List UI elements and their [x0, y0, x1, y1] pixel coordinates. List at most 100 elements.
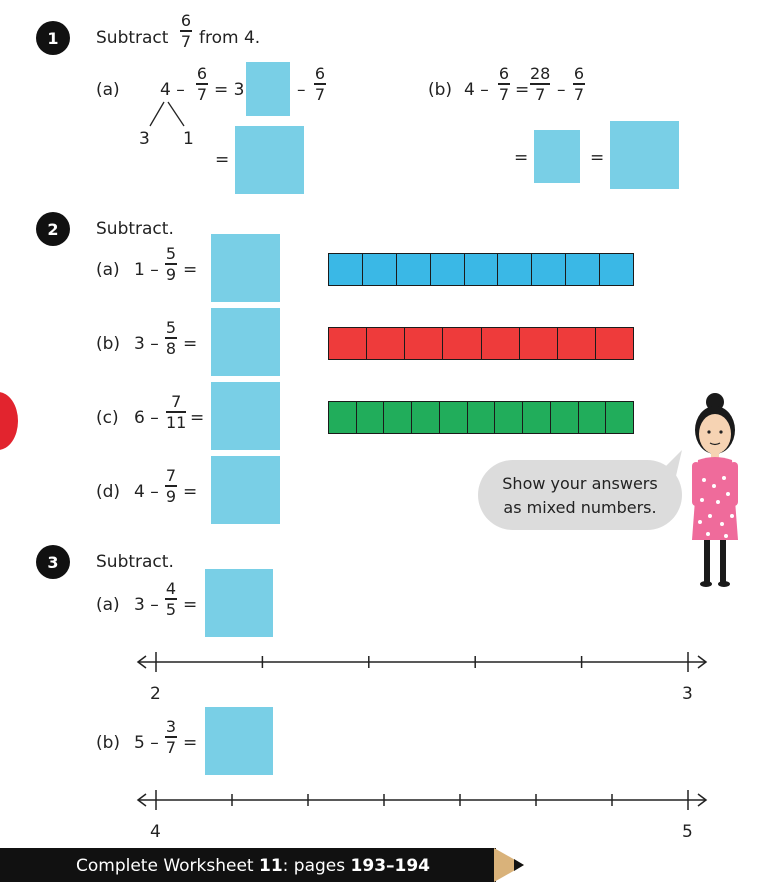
strip-cell — [363, 254, 397, 285]
numerator: 6 — [498, 64, 510, 83]
q3b-label: (b) — [96, 733, 121, 753]
strip-cell — [405, 328, 444, 359]
q1a-answer-box-1[interactable] — [246, 62, 290, 116]
strip-cell — [329, 328, 368, 359]
numerator: 3 — [165, 717, 177, 736]
q3-prompt: Subtract. — [96, 552, 174, 572]
strip-cell — [551, 402, 579, 433]
q1b-answer-box-1[interactable] — [534, 130, 580, 183]
denominator: 7 — [314, 84, 326, 104]
strip-cell — [443, 328, 482, 359]
q2b-equals: = — [183, 334, 198, 354]
q3a-label: (a) — [96, 595, 120, 615]
q2b-whole: 3 – — [134, 334, 159, 354]
denominator: 7 — [573, 84, 585, 104]
q3b-answer-box[interactable] — [205, 707, 273, 775]
footer-pages: 193–194 — [350, 856, 431, 876]
denominator: 7 — [498, 84, 510, 104]
q2c-whole: 6 – — [134, 408, 159, 428]
speech-bubble-text: Show your answers as mixed numbers. — [478, 472, 682, 520]
q3a-number-line — [136, 652, 708, 672]
q1a-split-left: 3 — [139, 129, 150, 149]
numerator: 6 — [180, 11, 192, 30]
q2-prompt: Subtract. — [96, 219, 174, 239]
numerator: 4 — [165, 579, 177, 598]
question-1-badge: 1 — [36, 21, 70, 55]
strip-cell — [357, 402, 385, 433]
strip-cell — [579, 402, 607, 433]
q1b-answer-box-2[interactable] — [610, 121, 679, 189]
footer-pre: Complete Worksheet — [76, 856, 259, 876]
numerator: 6 — [573, 64, 585, 83]
right-arrow-icon — [697, 655, 708, 669]
strip-cell — [498, 254, 533, 285]
q2c-answer-box[interactable] — [211, 382, 280, 450]
denominator: 7 — [180, 31, 192, 51]
denominator: 8 — [165, 338, 177, 358]
strip-cell — [367, 328, 406, 359]
q2d-whole: 4 – — [134, 482, 159, 502]
strip-cell — [606, 402, 633, 433]
q1b-equals-2: = — [514, 148, 529, 168]
q1b-equals-3: = — [590, 148, 605, 168]
numerator: 6 — [314, 64, 326, 83]
q2c-label: (c) — [96, 408, 119, 428]
speech-bubble-tail — [656, 450, 682, 476]
girl-character-illustration — [692, 393, 738, 587]
q1b-minus: – — [557, 80, 566, 100]
strip-cell — [532, 254, 567, 285]
q2a-fraction-strip — [328, 253, 634, 286]
q2a-answer-box[interactable] — [211, 234, 280, 302]
q1a-split-lines — [149, 101, 185, 127]
strip-cell — [412, 402, 440, 433]
denominator: 11 — [166, 412, 187, 432]
numerator: 5 — [165, 244, 177, 263]
q2a-whole: 1 – — [134, 260, 159, 280]
q2a-label: (a) — [96, 260, 120, 280]
side-tab-marker — [0, 392, 18, 450]
pencil-tip-icon — [494, 848, 524, 882]
q3a-start-label: 2 — [150, 684, 161, 704]
strip-cell — [431, 254, 465, 285]
denominator: 9 — [165, 486, 177, 506]
q3a-whole: 3 – — [134, 595, 159, 615]
strip-cell — [465, 254, 499, 285]
right-arrow-icon — [697, 793, 708, 807]
q3b-end-label: 5 — [682, 822, 693, 842]
q2b-answer-box[interactable] — [211, 308, 280, 376]
strip-cell — [566, 254, 601, 285]
denominator: 7 — [165, 737, 177, 757]
footer-text: Complete Worksheet 11: pages 193–194 — [76, 856, 430, 876]
q1a-equals: = — [215, 150, 230, 170]
numerator: 7 — [165, 466, 177, 485]
footer-mid: : pages — [282, 856, 351, 876]
q3a-equals: = — [183, 595, 198, 615]
left-arrow-icon — [136, 793, 147, 807]
q2b-fraction-strip — [328, 327, 634, 360]
numerator: 6 — [196, 64, 208, 83]
strip-cell — [495, 402, 524, 433]
speech-line-1: Show your answers — [502, 474, 658, 493]
strip-cell — [329, 254, 363, 285]
denominator: 9 — [165, 264, 177, 284]
strip-cell — [600, 254, 633, 285]
strip-cell — [384, 402, 413, 433]
q3a-answer-box[interactable] — [205, 569, 273, 637]
q1a-answer-box-2[interactable] — [235, 126, 304, 194]
numerator: 7 — [171, 392, 182, 411]
strip-cell — [482, 328, 520, 359]
footer-worksheet-number: 11 — [259, 856, 283, 876]
q2d-answer-box[interactable] — [211, 456, 280, 524]
left-arrow-icon — [136, 655, 147, 669]
q3b-equals: = — [183, 733, 198, 753]
q1a-label: (a) — [96, 80, 120, 100]
q1a-equals-whole: = 3 — [214, 80, 245, 100]
numerator: 5 — [165, 318, 177, 337]
